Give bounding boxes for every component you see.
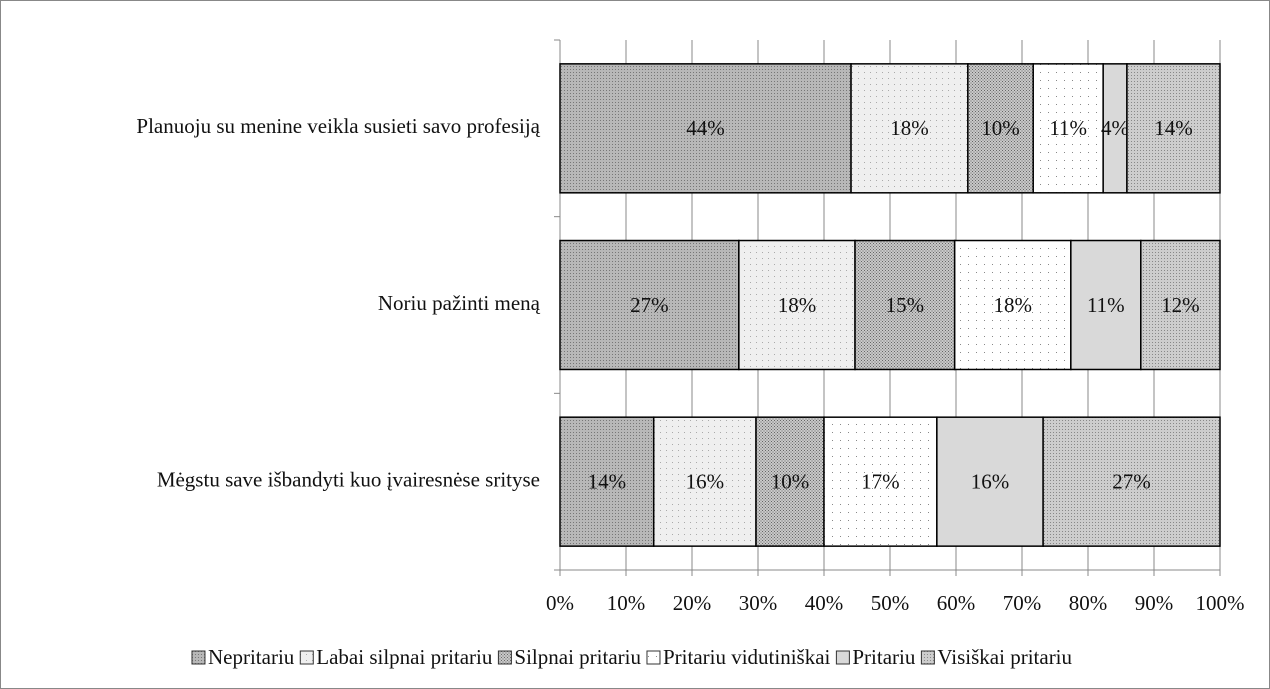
data-label: 4% (1101, 116, 1129, 140)
x-tick-label: 10% (607, 591, 646, 615)
bar-segment (1042, 416, 1221, 547)
bar-segment (652, 416, 757, 547)
data-label: 18% (890, 116, 929, 140)
x-tick-label: 90% (1135, 591, 1174, 615)
legend-swatch (646, 650, 661, 665)
bar-segment (738, 239, 856, 371)
x-tick-label: 20% (673, 591, 712, 615)
x-tick-label: 80% (1069, 591, 1108, 615)
x-tick-label: 50% (871, 591, 910, 615)
data-label: 18% (778, 293, 817, 317)
bar-segment (1140, 239, 1221, 371)
legend-swatch (191, 650, 206, 665)
data-label: 10% (771, 469, 810, 493)
legend-label: Pritariu vidutiniškai (663, 645, 831, 669)
legend-label: Silpnai pritariu (514, 645, 641, 669)
legend-swatch (835, 650, 850, 665)
data-label: 44% (686, 116, 725, 140)
bar-segment (1032, 63, 1104, 194)
data-label: 27% (1112, 469, 1151, 493)
bar-segment (953, 239, 1072, 371)
legend: Nepritariu Labai silpnai pritariu Silpnai … (191, 645, 1073, 669)
data-label: 14% (588, 469, 627, 493)
legend-label: Labai silpnai pritariu (316, 645, 493, 669)
y-tick-label: Noriu pažinti meną (378, 291, 541, 315)
bar-segment (936, 416, 1044, 547)
x-tick-label: 70% (1003, 591, 1042, 615)
bar-segment (1070, 239, 1142, 371)
bar-segment (559, 239, 740, 371)
data-label: 10% (981, 116, 1020, 140)
data-label: 12% (1161, 293, 1200, 317)
x-tick-label: 60% (937, 591, 976, 615)
x-tick-label: 100% (1196, 591, 1245, 615)
legend-label: Pritariu (852, 645, 915, 669)
bar-segment (823, 416, 938, 547)
legend-label: Visiškai pritariu (937, 645, 1072, 669)
data-label: 11% (1087, 293, 1125, 317)
legend-label: Nepritariu (208, 645, 295, 669)
bar-segment (850, 63, 969, 194)
data-label: 16% (686, 469, 725, 493)
x-tick-label: 30% (739, 591, 778, 615)
legend-swatch (920, 650, 935, 665)
bar-segment (755, 416, 825, 547)
x-tick-label: 40% (805, 591, 844, 615)
y-tick-label: Mėgstu save išbandyti kuo įvairesnėse sr… (157, 467, 540, 491)
data-label: 17% (861, 469, 900, 493)
bar-segment (1126, 63, 1221, 194)
bar-segment (559, 416, 655, 547)
y-tick-label: Planuoju su menine veikla susieti savo p… (136, 114, 540, 138)
data-label: 18% (994, 293, 1033, 317)
data-label: 14% (1154, 116, 1193, 140)
bar-segment (967, 63, 1034, 194)
data-label: 16% (971, 469, 1010, 493)
data-label: 15% (886, 293, 925, 317)
bar-segment (559, 63, 852, 194)
x-tick-label: 0% (546, 591, 574, 615)
bar-segment (854, 239, 956, 371)
legend-swatch (497, 650, 512, 665)
data-label: 11% (1049, 116, 1087, 140)
data-label: 27% (630, 293, 669, 317)
legend-swatch (299, 650, 314, 665)
